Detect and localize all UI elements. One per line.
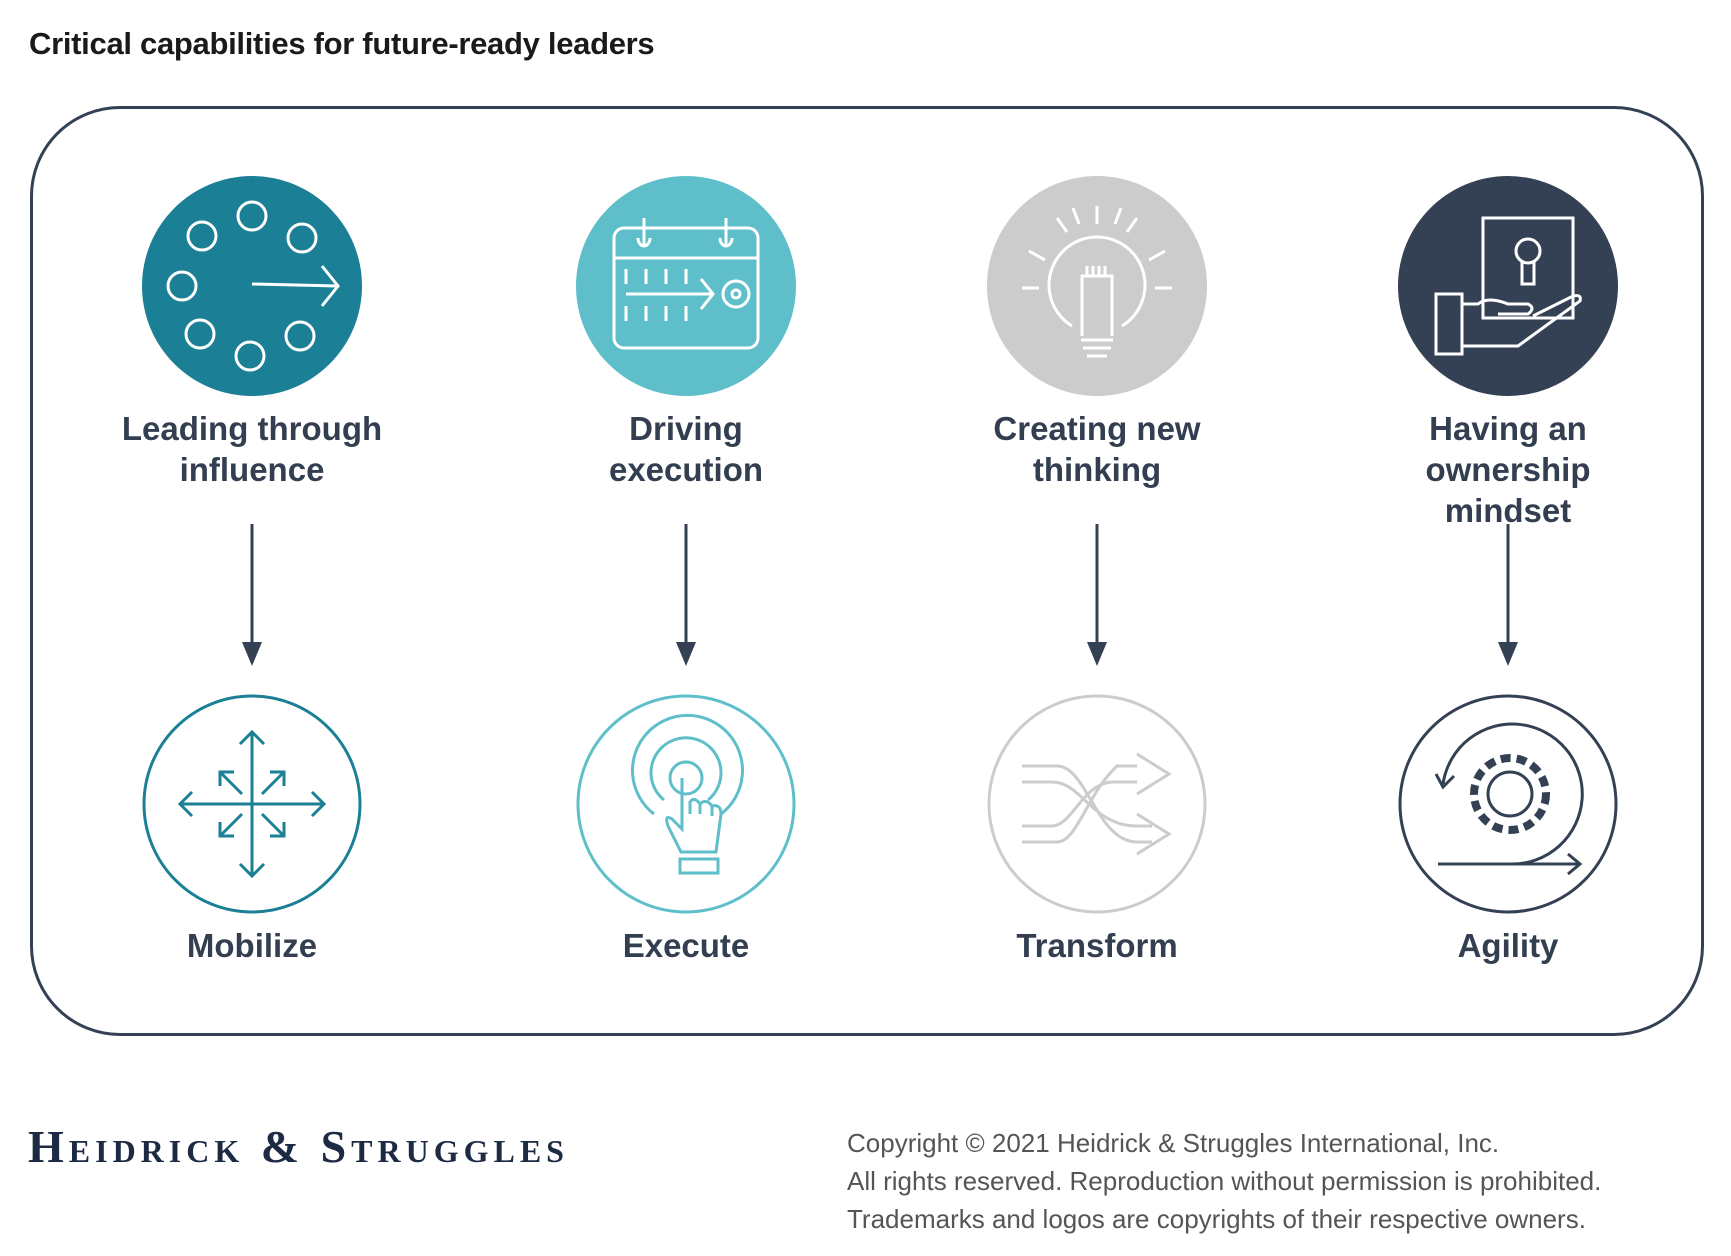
label-line: Having an — [1429, 410, 1587, 447]
label-line: Creating new — [993, 410, 1201, 447]
calendar-target-icon — [576, 176, 796, 396]
copyright-line: Trademarks and logos are copyrights of t… — [847, 1204, 1586, 1234]
copyright-line: Copyright © 2021 Heidrick & Struggles In… — [847, 1128, 1500, 1158]
hand-keyhole-icon — [1398, 176, 1618, 396]
diagram-frame — [30, 106, 1704, 1036]
label-line: execution — [608, 451, 764, 488]
page-title: Critical capabilities for future-ready l… — [29, 26, 655, 61]
copyright-notice: Copyright © 2021 Heidrick & Struggles In… — [847, 1124, 1601, 1238]
capability-label: Creating new thinking — [917, 408, 1277, 490]
lightbulb-icon — [987, 176, 1207, 396]
column-driving-execution: Driving execution Execute — [506, 0, 866, 1256]
outcome-label: Agility — [1457, 927, 1559, 964]
people-circle-arrow-icon — [142, 176, 362, 396]
copyright-line: All rights reserved. Reproduction withou… — [847, 1166, 1602, 1196]
column-leading-through-influence: Leading through influence Mobilize — [72, 0, 432, 1256]
down-arrow-icon — [242, 524, 262, 666]
label-line: Leading through — [121, 410, 383, 447]
capability-label: Having an ownership mindset — [1328, 408, 1688, 531]
down-arrow-icon — [1498, 524, 1518, 666]
capability-label: Driving execution — [506, 408, 866, 490]
gear-cycle-icon — [1398, 694, 1618, 914]
capability-label: Leading through influence — [72, 408, 432, 490]
touch-press-icon — [576, 694, 796, 914]
heidrick-struggles-logo: Heidrick & Struggles — [28, 1121, 569, 1172]
label-line: influence — [179, 451, 325, 488]
column-ownership-mindset: Having an ownership mindset Agility — [1328, 0, 1688, 1256]
expand-arrows-icon — [142, 694, 362, 914]
down-arrow-icon — [1087, 524, 1107, 666]
outcome-label: Mobilize — [186, 927, 318, 964]
label-line: Driving — [629, 410, 743, 447]
shuffle-icon — [987, 694, 1207, 914]
label-line: ownership — [1425, 451, 1591, 488]
down-arrow-icon — [676, 524, 696, 666]
outcome-label: Transform — [1016, 927, 1178, 964]
label-line: thinking — [1032, 451, 1162, 488]
outcome-label: Execute — [622, 927, 750, 964]
label-line: mindset — [1444, 492, 1572, 529]
column-creating-new-thinking: Creating new thinking Transform — [917, 0, 1277, 1256]
